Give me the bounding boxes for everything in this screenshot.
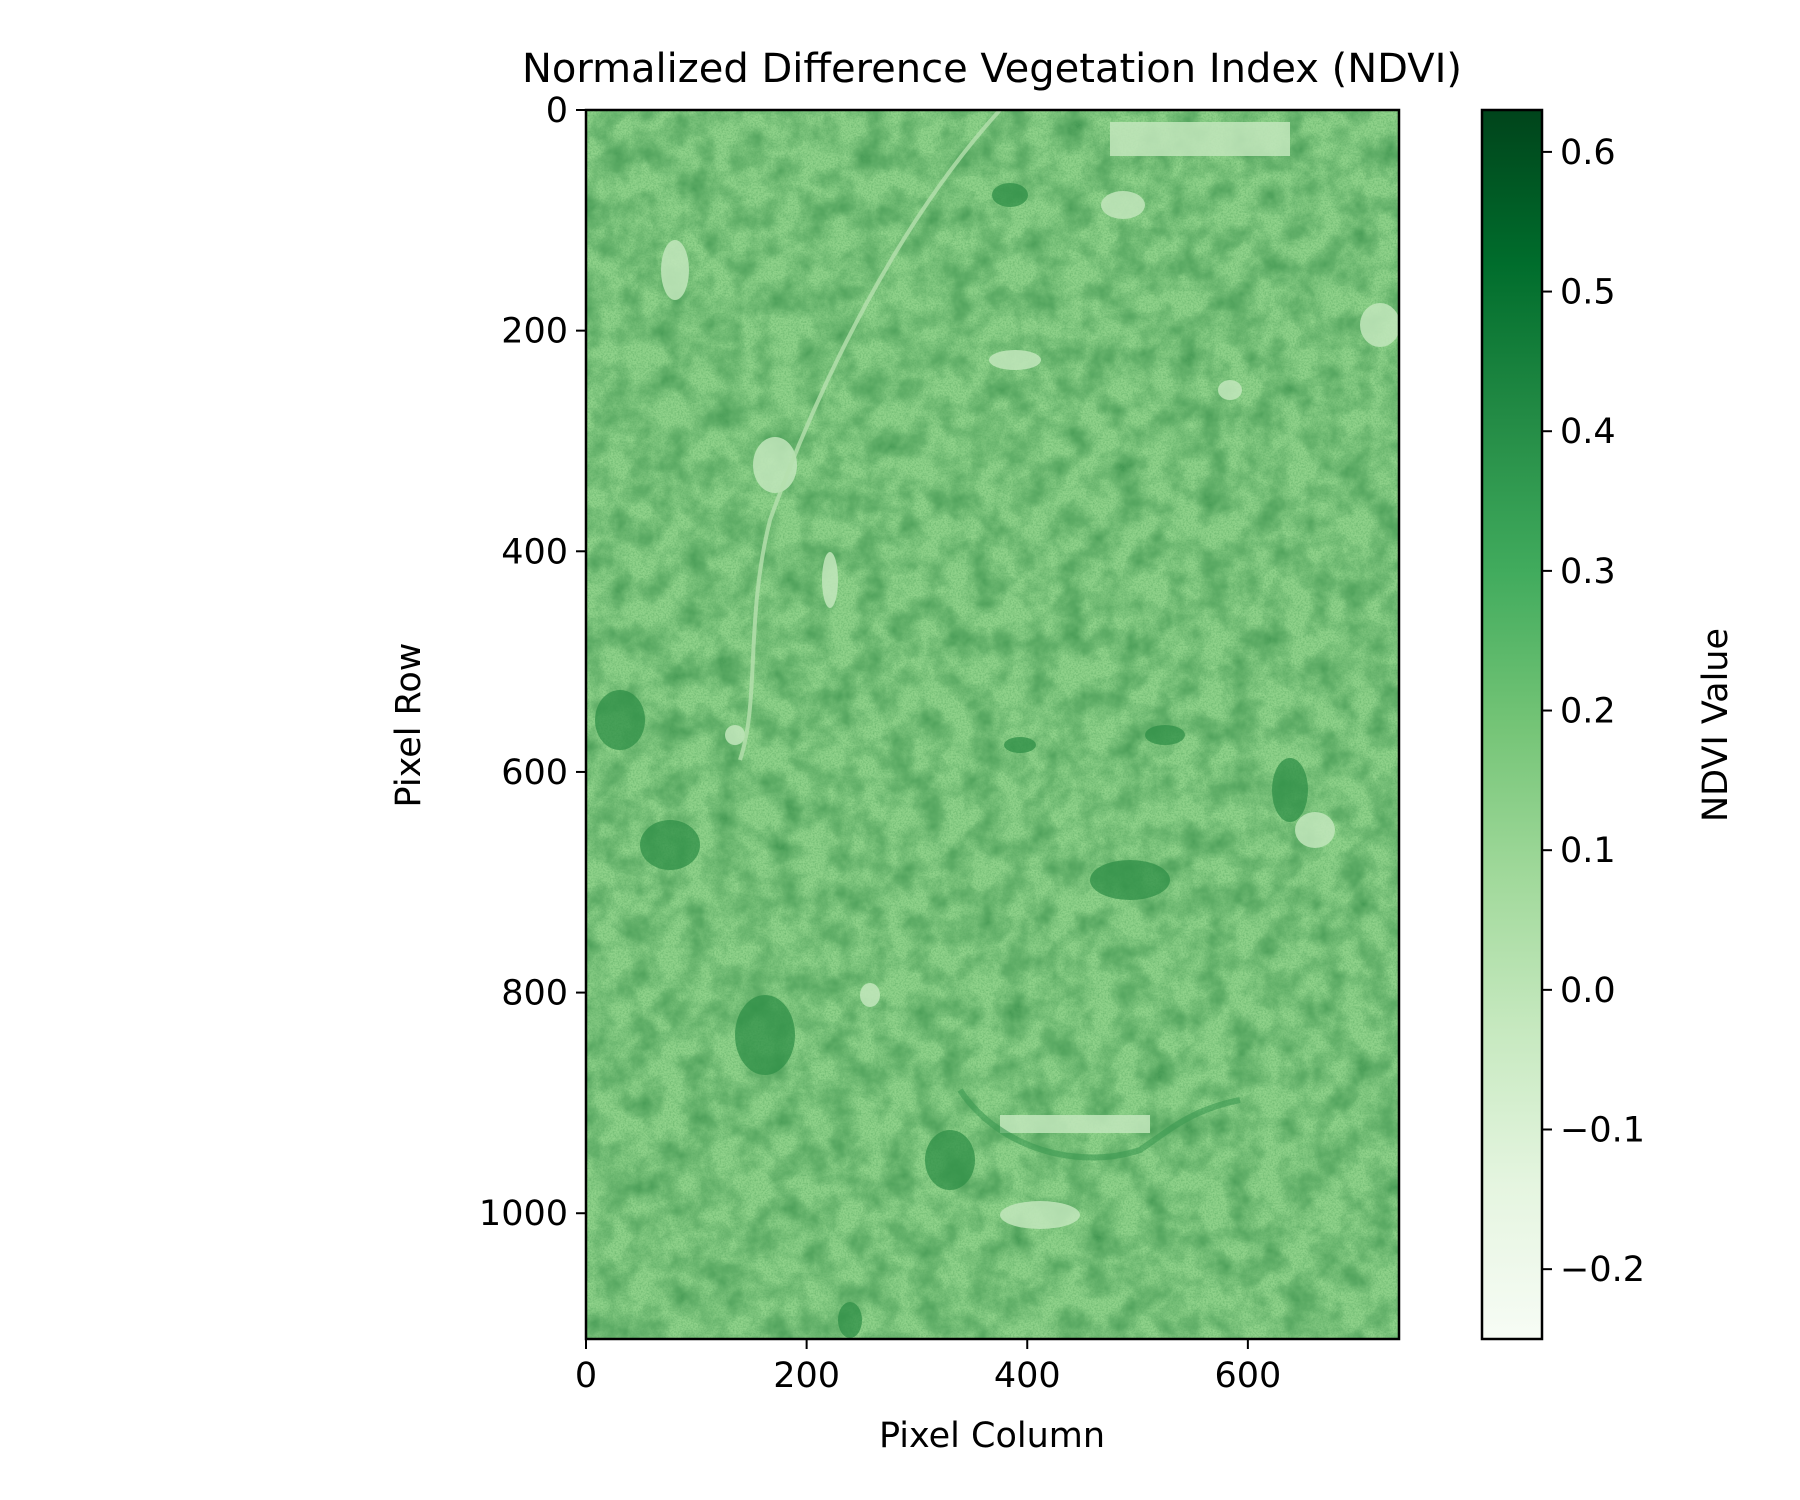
colorbar-tick-label: 0.5 — [1560, 273, 1616, 313]
ndvi-linear-feature — [738, 110, 1002, 761]
y-axis: 0 200 400 600 800 1000 — [479, 91, 586, 1234]
y-tick-label: 0 — [546, 91, 568, 131]
colorbar-tick-label: 0.1 — [1560, 831, 1616, 871]
colorbar-tick-label: −0.2 — [1560, 1250, 1645, 1290]
y-tick-label: 600 — [501, 753, 568, 793]
colorbar — [1480, 108, 1544, 1341]
y-tick-label: 800 — [501, 974, 568, 1014]
y-tick-label: 200 — [501, 312, 568, 352]
colorbar-tick-label: 0.4 — [1560, 412, 1616, 452]
plot-frame — [584, 108, 1401, 1341]
y-axis-label: Pixel Row — [389, 643, 429, 808]
colorbar-label: NDVI Value — [1696, 628, 1736, 822]
y-tick-label: 400 — [501, 532, 568, 572]
colorbar-tick-label: 0.6 — [1560, 133, 1616, 173]
colorbar-tick-label: −0.1 — [1560, 1111, 1645, 1151]
x-tick-label: 200 — [773, 1356, 840, 1396]
x-axis-label: Pixel Column — [879, 1416, 1105, 1456]
chart-title: Normalized Difference Vegetation Index (… — [522, 46, 1462, 92]
x-axis: 0 200 400 600 — [575, 1339, 1281, 1396]
colorbar-tick-label: 0.2 — [1560, 692, 1616, 732]
ndvi-image-speckle — [586, 110, 1399, 1339]
ndvi-image — [586, 110, 1399, 1339]
ndvi-dark-patches — [595, 183, 1308, 1338]
ndvi-river-feature — [957, 1088, 1241, 1161]
x-tick-label: 600 — [1214, 1356, 1281, 1396]
colorbar-tick-label: 0.0 — [1560, 971, 1616, 1011]
colorbar-tick-label: 0.3 — [1560, 552, 1616, 592]
x-tick-label: 400 — [994, 1356, 1061, 1396]
y-tick-label: 1000 — [479, 1194, 568, 1234]
colorbar-axis: 0.6 0.5 0.4 0.3 0.2 0.1 0.0 −0.1 −0.2 — [1542, 133, 1645, 1290]
x-tick-label: 0 — [575, 1356, 597, 1396]
